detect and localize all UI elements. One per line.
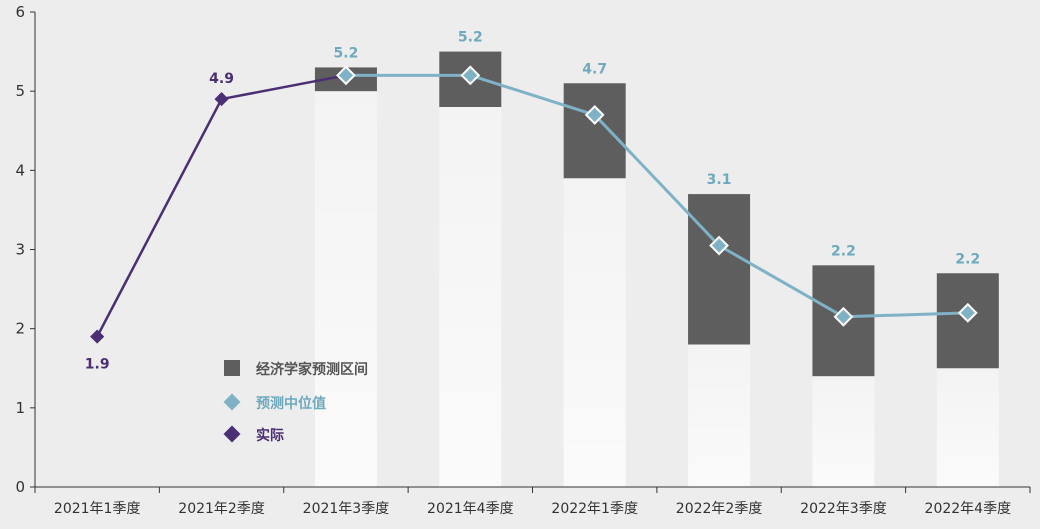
range-bar bbox=[563, 83, 626, 179]
median-line bbox=[345, 73, 968, 319]
actual-data-label: 4.9 bbox=[209, 71, 234, 87]
legend-label-actual: 实际 bbox=[256, 427, 284, 444]
median-data-label: 2.2 bbox=[831, 243, 856, 259]
median-data-label: 2.2 bbox=[955, 251, 980, 267]
median-data-label: 4.7 bbox=[582, 61, 607, 77]
y-tick-label: 1 bbox=[15, 399, 25, 417]
x-tick-label: 2021年2季度 bbox=[178, 501, 265, 517]
x-tick-label: 2021年3季度 bbox=[303, 501, 390, 517]
x-tick-label: 2022年3季度 bbox=[800, 501, 887, 517]
median-point bbox=[833, 306, 854, 327]
median-point bbox=[957, 302, 978, 323]
median-data-label: 3.1 bbox=[707, 172, 732, 188]
legend-swatch-actual bbox=[223, 425, 241, 443]
x-tick-label: 2022年2季度 bbox=[676, 501, 763, 517]
median-point bbox=[709, 235, 729, 256]
median-point bbox=[584, 105, 605, 125]
range-bars bbox=[314, 51, 999, 377]
series-points bbox=[90, 65, 978, 344]
y-tick-label: 0 bbox=[15, 478, 25, 496]
y-tick-label: 3 bbox=[15, 241, 25, 259]
median-data-label: 5.2 bbox=[334, 45, 359, 61]
median-data-label: 5.2 bbox=[458, 30, 483, 46]
x-tick-label: 2022年1季度 bbox=[551, 501, 638, 517]
axes: 0 1 2 3 4 5 6 2021年1季度 2021年2季度 2021年3季度 2021年4季度 2… bbox=[15, 3, 1031, 517]
actual-point bbox=[90, 329, 105, 344]
data-labels: 5.2 5.2 4.7 3.1 2.2 2.2 1.9 4.9 bbox=[85, 30, 980, 373]
ghost-bar bbox=[439, 107, 502, 487]
y-tick-label: 2 bbox=[15, 320, 25, 338]
actual-data-label: 1.9 bbox=[85, 357, 110, 373]
ghost-bar bbox=[688, 344, 751, 487]
legend: 经济学家预测区间 预测中位值 实际 bbox=[223, 360, 368, 444]
x-tick-label: 2022年4季度 bbox=[925, 501, 1012, 517]
median-point bbox=[336, 65, 356, 86]
x-tick-label: 2021年1季度 bbox=[54, 501, 141, 517]
legend-swatch-median bbox=[223, 393, 241, 411]
y-tick-label: 4 bbox=[15, 161, 25, 179]
y-tick-label: 5 bbox=[15, 82, 25, 100]
median-point bbox=[460, 65, 481, 86]
legend-label-median: 预测中位值 bbox=[256, 395, 326, 412]
range-bar bbox=[688, 194, 751, 345]
x-tick-label: 2021年4季度 bbox=[427, 501, 514, 517]
ghost-bar bbox=[563, 178, 626, 487]
ghost-bar bbox=[936, 368, 999, 487]
ghost-bar bbox=[812, 376, 875, 487]
legend-label-range: 经济学家预测区间 bbox=[256, 361, 368, 378]
y-tick-label: 6 bbox=[15, 3, 25, 21]
ghost-bars bbox=[314, 91, 999, 488]
legend-swatch-range bbox=[224, 360, 240, 376]
ghost-bar bbox=[314, 91, 377, 488]
